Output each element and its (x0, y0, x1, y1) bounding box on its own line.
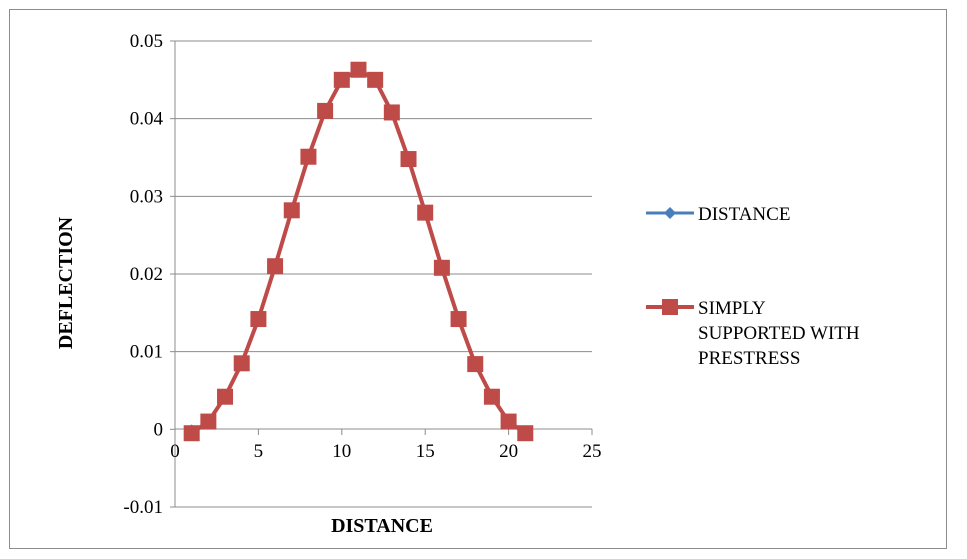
x-tick-label: 25 (583, 441, 602, 462)
data-point-square (367, 71, 384, 88)
legend-marker-square (662, 299, 678, 315)
data-point-square (200, 413, 217, 430)
x-tick-label: 0 (170, 441, 180, 462)
data-point-square (233, 355, 250, 372)
data-point-square (350, 61, 367, 78)
legend-label: SUPPORTED WITH (698, 323, 860, 344)
data-point-square (500, 413, 517, 430)
data-point-square (383, 104, 400, 121)
data-point-square (450, 311, 467, 328)
data-point-square (183, 425, 200, 442)
data-point-square (517, 425, 534, 442)
data-point-square (417, 204, 434, 221)
legend-label: SIMPLY (698, 298, 766, 319)
data-point-square (300, 148, 317, 165)
x-tick-label: 20 (499, 441, 518, 462)
data-point-square (483, 388, 500, 405)
data-point-square (217, 388, 234, 405)
y-tick-label: 0 (154, 419, 164, 440)
series (183, 61, 534, 442)
y-axis-title: DEFLECTION (55, 216, 77, 349)
data-point-square (333, 71, 350, 88)
data-point-square (400, 151, 417, 168)
y-tick-label: 0.04 (130, 109, 164, 130)
y-tick-label: 0.05 (130, 31, 163, 52)
legend-label: DISTANCE (698, 204, 790, 225)
x-tick-label: 5 (254, 441, 264, 462)
legend: DISTANCE SIMPLY SUPPORTED WITH PRESTRESS (646, 204, 860, 369)
legend-entry-1: DISTANCE (646, 204, 790, 225)
deflection-chart: -0.01 0 0.01 0.02 0.03 0.04 0.05 0 5 10 15 20 25 DIS… (55, 31, 860, 537)
tick-labels: -0.01 0 0.01 0.02 0.03 0.04 0.05 0 5 10 15 20 25 (123, 31, 601, 518)
data-point-square (283, 202, 300, 219)
data-point-square (250, 311, 267, 328)
legend-label: PRESTRESS (698, 348, 800, 369)
legend-marker-diamond (664, 207, 676, 219)
y-tick-label: 0.02 (130, 264, 163, 285)
y-tick-label: 0.03 (130, 186, 163, 207)
y-tick-label: -0.01 (123, 497, 163, 518)
series-2 (183, 61, 534, 442)
data-point-square (317, 102, 334, 119)
y-tick-label: 0.01 (130, 342, 163, 363)
chart-frame: -0.01 0 0.01 0.02 0.03 0.04 0.05 0 5 10 15 20 25 DIS… (9, 9, 947, 549)
x-tick-label: 15 (416, 441, 435, 462)
data-point-square (433, 259, 450, 276)
legend-entry-2: SIMPLY SUPPORTED WITH PRESTRESS (646, 298, 860, 369)
series-line (190, 67, 527, 435)
data-point-square (467, 356, 484, 373)
x-axis-title: DISTANCE (331, 515, 433, 537)
data-point-square (267, 258, 284, 275)
x-tick-label: 10 (332, 441, 351, 462)
